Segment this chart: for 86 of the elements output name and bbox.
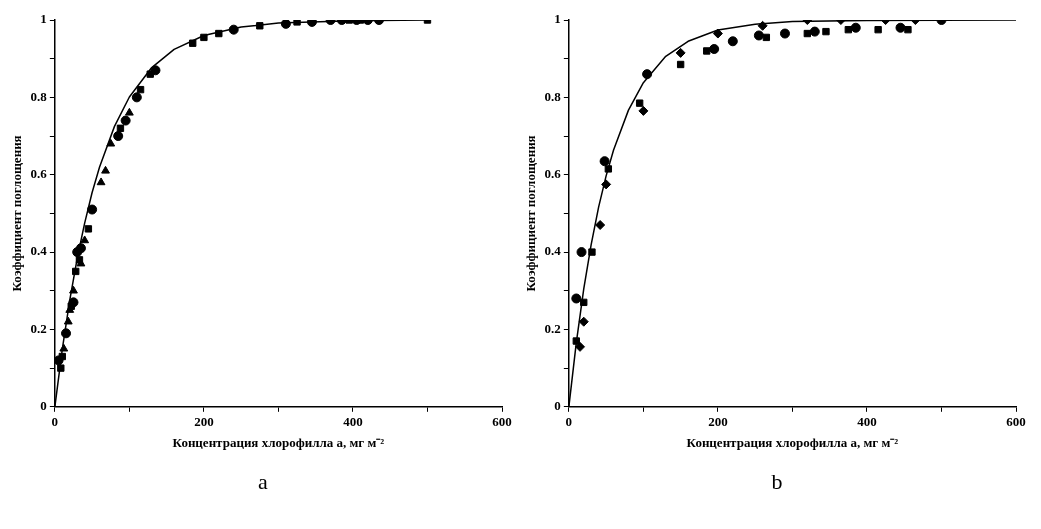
point [635,99,644,107]
point [96,177,106,186]
x-axis-title: Концентрация хлорофилла a, мг м⁻² [172,434,385,450]
point [106,138,116,147]
point [59,343,69,352]
point [200,33,208,42]
point [572,337,580,345]
point [753,30,764,41]
x-tick-label: 600 [492,413,512,429]
y-tick-label: 0 [40,398,47,414]
point [215,29,223,38]
y-tick-label: 0.4 [30,243,48,259]
point [874,25,882,34]
x-tick-label: 400 [343,413,363,429]
point [604,165,613,173]
point [113,131,124,142]
x-tick-label: 200 [708,413,728,429]
y-tick-label: 0 [554,398,561,414]
point [595,220,606,230]
point [588,248,596,256]
point [638,105,649,116]
y-tick-label: 0.6 [30,166,48,182]
point [136,85,145,94]
point [709,44,720,55]
point [850,22,861,33]
y-tick-label: 1 [40,11,47,27]
point [779,28,790,39]
point [120,115,131,126]
point [757,20,768,31]
point [904,25,912,34]
point [712,28,723,39]
x-axis-title: Концентрация хлорофилла a, мг м⁻² [686,434,899,450]
y-tick-label: 0.4 [544,243,562,259]
point [256,22,264,30]
point [280,20,291,29]
point [124,107,134,116]
point [642,69,653,80]
point [578,316,589,327]
y-tick-label: 0.8 [544,88,562,104]
point [61,328,72,339]
point [84,225,93,233]
x-tick-label: 200 [194,413,214,429]
point [576,247,587,258]
point [580,298,588,307]
point [63,316,73,325]
point [68,297,79,308]
point [72,267,80,276]
point [809,26,820,37]
y-tick-label: 0.8 [30,88,48,104]
x-tick-label: 0 [51,413,59,429]
point [601,179,612,190]
y-tick-label: 0.2 [544,320,561,336]
point [844,25,852,34]
x-tick-label: 0 [565,413,573,429]
point [131,92,142,103]
point [822,27,830,36]
y-tick-label: 0.2 [30,320,47,336]
point [189,39,197,47]
y-axis-title: Коэффициент поглощения [9,135,25,292]
text: b [771,469,783,495]
point [803,29,812,38]
point [895,22,906,33]
point [676,60,685,69]
point [57,364,65,372]
point [150,65,161,76]
point [293,20,301,26]
point [575,341,586,352]
point [101,165,110,174]
y-tick-label: 0.6 [544,166,562,182]
point [54,355,64,366]
point [599,156,610,167]
point [228,24,239,35]
x-tick-label: 400 [857,413,877,429]
point [727,36,738,47]
point [87,204,98,215]
point [675,47,686,58]
point [571,293,582,304]
point [69,285,78,294]
x-tick-label: 600 [1006,413,1026,429]
text: a [258,469,268,495]
point [703,47,711,55]
y-axis-title: Коэффициент поглощения [523,135,539,292]
y-tick-label: 1 [554,11,561,27]
point [80,235,90,244]
point [75,243,86,254]
point [116,124,125,132]
